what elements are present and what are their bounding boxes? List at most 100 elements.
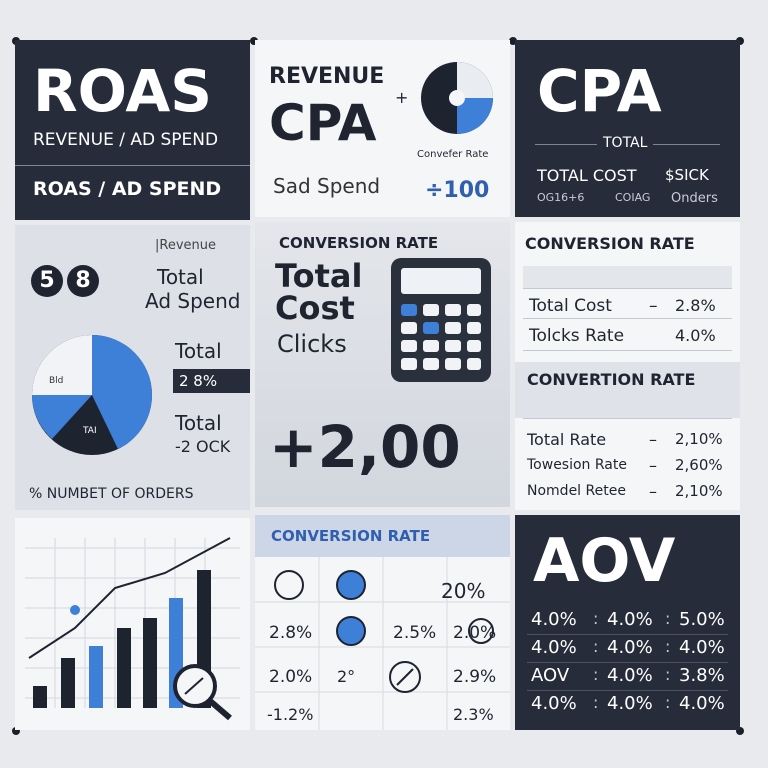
cell: 2.9% <box>453 667 497 687</box>
label: Total <box>157 265 204 289</box>
calculator-icon <box>391 258 491 382</box>
pie-label: TAI <box>83 426 97 436</box>
table-title: CONVERTION RATE <box>527 370 696 389</box>
title: CONVERSION RATE <box>271 527 431 545</box>
cell: 4.0% <box>679 693 725 714</box>
cpa-panel: CPA TOTAL TOTAL COST $SICK OG16+6 COIAG … <box>515 40 740 217</box>
separator: : <box>665 665 671 684</box>
cell: 4.0% <box>531 637 577 658</box>
separator: : <box>665 693 671 712</box>
top-text: REVENUE <box>269 64 385 89</box>
label: Total <box>175 411 222 435</box>
cell: 2.3% <box>453 705 494 724</box>
cell: Total Rate <box>527 430 607 449</box>
row-divider <box>527 690 728 691</box>
cell: 4.0% <box>607 637 653 658</box>
cell: – <box>649 482 657 501</box>
label: Total <box>175 339 222 363</box>
cell: 4.0% <box>607 693 653 714</box>
dot <box>509 37 517 45</box>
conversion-tables-panel: CONVERSION RATE Total Cost – 2.8% Tolcks… <box>515 222 740 510</box>
cell: 2° <box>337 667 356 686</box>
cell: 5.0% <box>679 609 725 630</box>
digit: 5 <box>31 265 63 297</box>
table-header <box>523 398 732 419</box>
cell: 2.0% <box>453 623 497 643</box>
grid-icons <box>255 557 510 730</box>
pie-chart <box>32 335 152 455</box>
formula: REVENUE / AD SPEND <box>33 130 219 150</box>
table-row <box>523 292 732 319</box>
cell: 2.5% <box>393 623 437 643</box>
separator: : <box>593 693 599 712</box>
cell: 2,60% <box>675 456 723 474</box>
plus: + <box>395 88 409 107</box>
band <box>515 362 740 418</box>
separator: : <box>665 637 671 656</box>
cell: 4.0% <box>675 326 716 345</box>
row-text: TOTAL COST <box>537 166 637 185</box>
dot <box>736 727 744 735</box>
table-row <box>523 322 732 351</box>
row-text: Onders <box>671 191 718 206</box>
header: |Revenue <box>155 238 216 253</box>
separator: : <box>593 665 599 684</box>
dot <box>736 37 744 45</box>
subtitle: ROAS / AD SPEND <box>33 178 222 200</box>
amount: +2,00 <box>269 413 461 481</box>
spend: Sad Spend <box>273 174 381 198</box>
title: ROAS <box>33 57 213 125</box>
roas-panel: ROAS REVENUE / AD SPEND ROAS / AD SPEND <box>15 40 250 220</box>
cell: Tolcks Rate <box>529 326 625 346</box>
table-header <box>523 266 732 289</box>
cell: Nomdel Retee <box>527 483 626 499</box>
cell: – <box>649 456 657 475</box>
chart-illustration-panel <box>15 518 250 730</box>
row-text: OG16+6 <box>537 191 585 204</box>
line: Total <box>275 257 363 295</box>
amount: ÷100 <box>425 178 490 203</box>
row-divider <box>527 662 728 663</box>
cell: 4.0% <box>531 609 577 630</box>
icon-label: Convefer Rate <box>417 149 489 160</box>
calculator-panel: CONVERSION RATE Total Cost Clicks +2,00 <box>255 222 510 507</box>
cell: 4.0% <box>607 665 653 686</box>
title: CPA <box>269 94 377 152</box>
cell: 4.0% <box>679 637 725 658</box>
cell: Total Cost <box>529 296 612 316</box>
roas-detail-panel: |Revenue 5 8 Total Ad Spend Bld TAI Tota… <box>15 225 250 510</box>
dot <box>12 727 20 735</box>
cell: 2,10% <box>675 482 723 500</box>
title: AOV <box>533 526 676 596</box>
cell: 4.0% <box>531 693 577 714</box>
chart-illustration <box>25 537 240 721</box>
cpa-formula-panel: REVENUE + CPA Convefer Rate Sad Spend ÷1… <box>255 40 510 217</box>
row-text: $SICK <box>665 166 709 184</box>
separator: : <box>665 609 671 628</box>
pie-icon <box>421 62 493 134</box>
cell: 20% <box>441 579 486 603</box>
cell: AOV <box>531 665 570 686</box>
separator: : <box>593 609 599 628</box>
dot <box>250 37 258 45</box>
aov-panel: AOV 4.0% 4.0% 5.0%::4.0% 4.0% 4.0%:: AOV 4.0% 3… <box>515 515 740 730</box>
cell: – <box>649 296 658 316</box>
value: 2 8% <box>173 369 250 393</box>
title: CPA <box>537 57 662 125</box>
separator: : <box>593 637 599 656</box>
cell: 2.8% <box>269 623 313 643</box>
title: CONVERSION RATE <box>279 234 439 252</box>
band <box>255 515 510 557</box>
cell: – <box>649 430 657 449</box>
value: -2 OCK <box>175 437 231 456</box>
cell: 2.0% <box>269 667 313 687</box>
table-title: CONVERSION RATE <box>525 234 695 253</box>
footer: % NUMBET OF ORDERS <box>29 486 194 502</box>
cell: -1.2% <box>267 705 314 724</box>
line: Cost <box>275 289 355 327</box>
divider <box>15 165 250 166</box>
cell: 2,10% <box>675 430 723 448</box>
line: Clicks <box>277 330 347 358</box>
conversion-grid-panel: CONVERSION RATE 20% 2.8% 2.5% 2.0% 2.0% … <box>255 515 510 730</box>
